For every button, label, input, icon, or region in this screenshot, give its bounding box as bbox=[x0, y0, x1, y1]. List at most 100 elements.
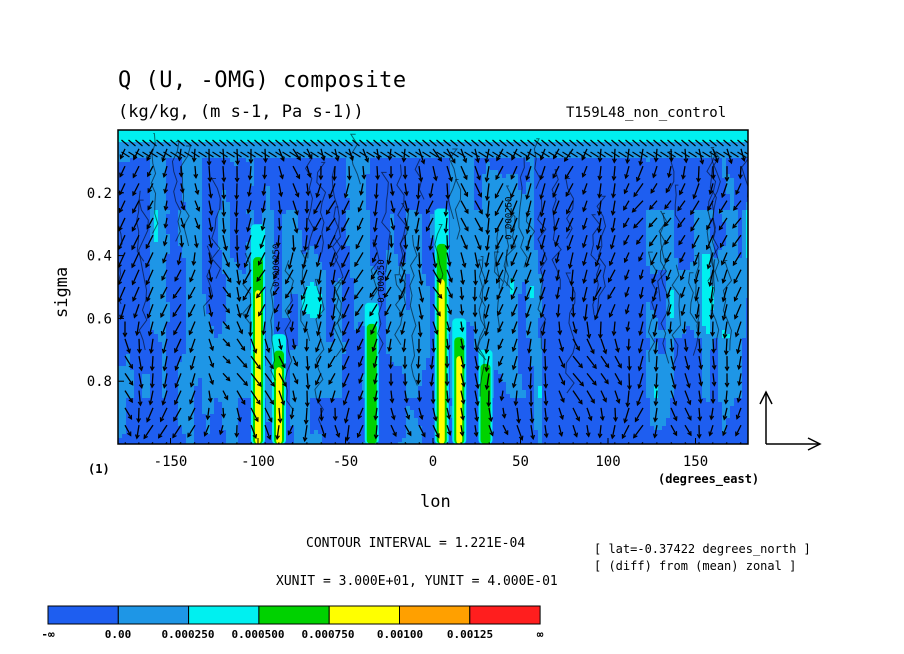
wind-vector bbox=[544, 425, 548, 438]
wind-vector bbox=[600, 338, 607, 354]
wind-vector bbox=[555, 252, 560, 263]
contour-line bbox=[711, 151, 721, 282]
wind-vector bbox=[652, 165, 658, 178]
wind-vector bbox=[614, 407, 617, 421]
wind-vector bbox=[471, 151, 480, 158]
wind-vector bbox=[485, 373, 490, 389]
wind-vector bbox=[693, 252, 700, 266]
wind-vector bbox=[541, 151, 550, 158]
wind-vector bbox=[710, 407, 714, 420]
wind-vector bbox=[722, 269, 728, 283]
wind-vector bbox=[474, 234, 482, 250]
wind-vector bbox=[674, 139, 682, 147]
wind-vector bbox=[510, 217, 518, 233]
wind-vector bbox=[118, 217, 126, 231]
wind-vector bbox=[163, 373, 168, 388]
wind-vector bbox=[511, 148, 518, 160]
wind-vector bbox=[562, 151, 571, 158]
wind-vector bbox=[484, 269, 490, 284]
wind-vector bbox=[320, 424, 326, 438]
wind-vector bbox=[460, 425, 464, 436]
wind-vector bbox=[245, 234, 252, 250]
wind-vector bbox=[208, 355, 214, 368]
wind-vector bbox=[446, 165, 453, 182]
wind-vector bbox=[530, 425, 534, 439]
colorbar-label: 0.00100 bbox=[376, 628, 424, 641]
wind-vector bbox=[690, 200, 700, 215]
wind-vector bbox=[343, 390, 350, 405]
contour-line bbox=[454, 179, 462, 240]
wind-vector bbox=[175, 373, 182, 388]
wind-vector bbox=[194, 235, 198, 248]
wind-vector bbox=[380, 139, 388, 147]
wind-vector bbox=[460, 200, 469, 214]
wind-vector bbox=[278, 373, 287, 387]
wind-vector bbox=[583, 269, 588, 283]
wind-vector bbox=[445, 200, 448, 216]
wind-vector bbox=[292, 373, 299, 384]
wind-vector bbox=[660, 139, 668, 147]
wind-vector bbox=[262, 183, 266, 195]
wind-vector bbox=[278, 183, 282, 197]
wind-vector bbox=[387, 139, 395, 147]
wind-vector bbox=[723, 321, 728, 338]
wind-vector bbox=[184, 151, 193, 158]
wind-vector bbox=[446, 390, 449, 403]
wind-vector bbox=[474, 425, 478, 437]
wind-vector bbox=[485, 148, 490, 163]
wind-vector bbox=[695, 286, 700, 301]
wind-vector bbox=[260, 234, 266, 248]
wind-vector bbox=[474, 165, 481, 180]
wind-vector bbox=[219, 139, 227, 147]
wind-vector bbox=[593, 269, 602, 284]
wind-vector bbox=[177, 252, 182, 265]
wind-vector bbox=[119, 200, 126, 213]
wind-vector bbox=[285, 286, 294, 299]
wind-vector bbox=[301, 286, 308, 300]
wind-vector bbox=[534, 139, 542, 147]
wind-vector bbox=[418, 166, 422, 182]
wind-vector bbox=[173, 321, 182, 335]
wind-vector bbox=[460, 252, 466, 268]
wind-vector bbox=[520, 151, 529, 158]
contour-line bbox=[434, 223, 444, 285]
wind-vector bbox=[317, 139, 325, 147]
wind-vector bbox=[474, 390, 479, 406]
wind-vector bbox=[324, 151, 333, 158]
wind-vector bbox=[292, 235, 295, 252]
wind-vector bbox=[302, 252, 308, 269]
wind-vector bbox=[682, 166, 686, 179]
wind-vector bbox=[390, 407, 395, 420]
wind-vector bbox=[290, 321, 294, 332]
wind-vector bbox=[558, 373, 565, 385]
wind-vector bbox=[131, 269, 140, 285]
contour-line bbox=[741, 156, 748, 198]
wind-vector bbox=[277, 235, 280, 247]
wind-vector bbox=[510, 200, 518, 216]
wind-vector bbox=[628, 373, 631, 390]
wind-vector bbox=[598, 200, 602, 216]
wind-vector bbox=[208, 390, 212, 402]
wind-vector bbox=[544, 390, 547, 405]
wind-vector bbox=[540, 304, 546, 318]
wind-vector bbox=[385, 269, 392, 281]
wind-vector bbox=[568, 252, 574, 269]
lat-note: [ lat=-0.37422 degrees_north ] bbox=[594, 542, 811, 556]
wind-vector bbox=[313, 200, 322, 214]
wind-vector bbox=[636, 165, 644, 182]
wind-vector bbox=[415, 139, 423, 147]
wind-vector bbox=[446, 338, 449, 350]
wind-vector bbox=[474, 338, 478, 352]
wind-vector bbox=[135, 139, 143, 147]
wind-vector bbox=[680, 286, 686, 298]
wind-vector bbox=[681, 304, 686, 316]
wind-vector bbox=[600, 355, 610, 368]
wind-vector bbox=[666, 269, 672, 281]
wind-vector bbox=[198, 151, 207, 158]
contour-line bbox=[518, 156, 528, 268]
wind-vector bbox=[665, 252, 672, 263]
wind-vector bbox=[614, 355, 622, 368]
wind-vector bbox=[256, 286, 266, 298]
wind-vector bbox=[222, 321, 230, 330]
wind-vector bbox=[222, 372, 231, 382]
